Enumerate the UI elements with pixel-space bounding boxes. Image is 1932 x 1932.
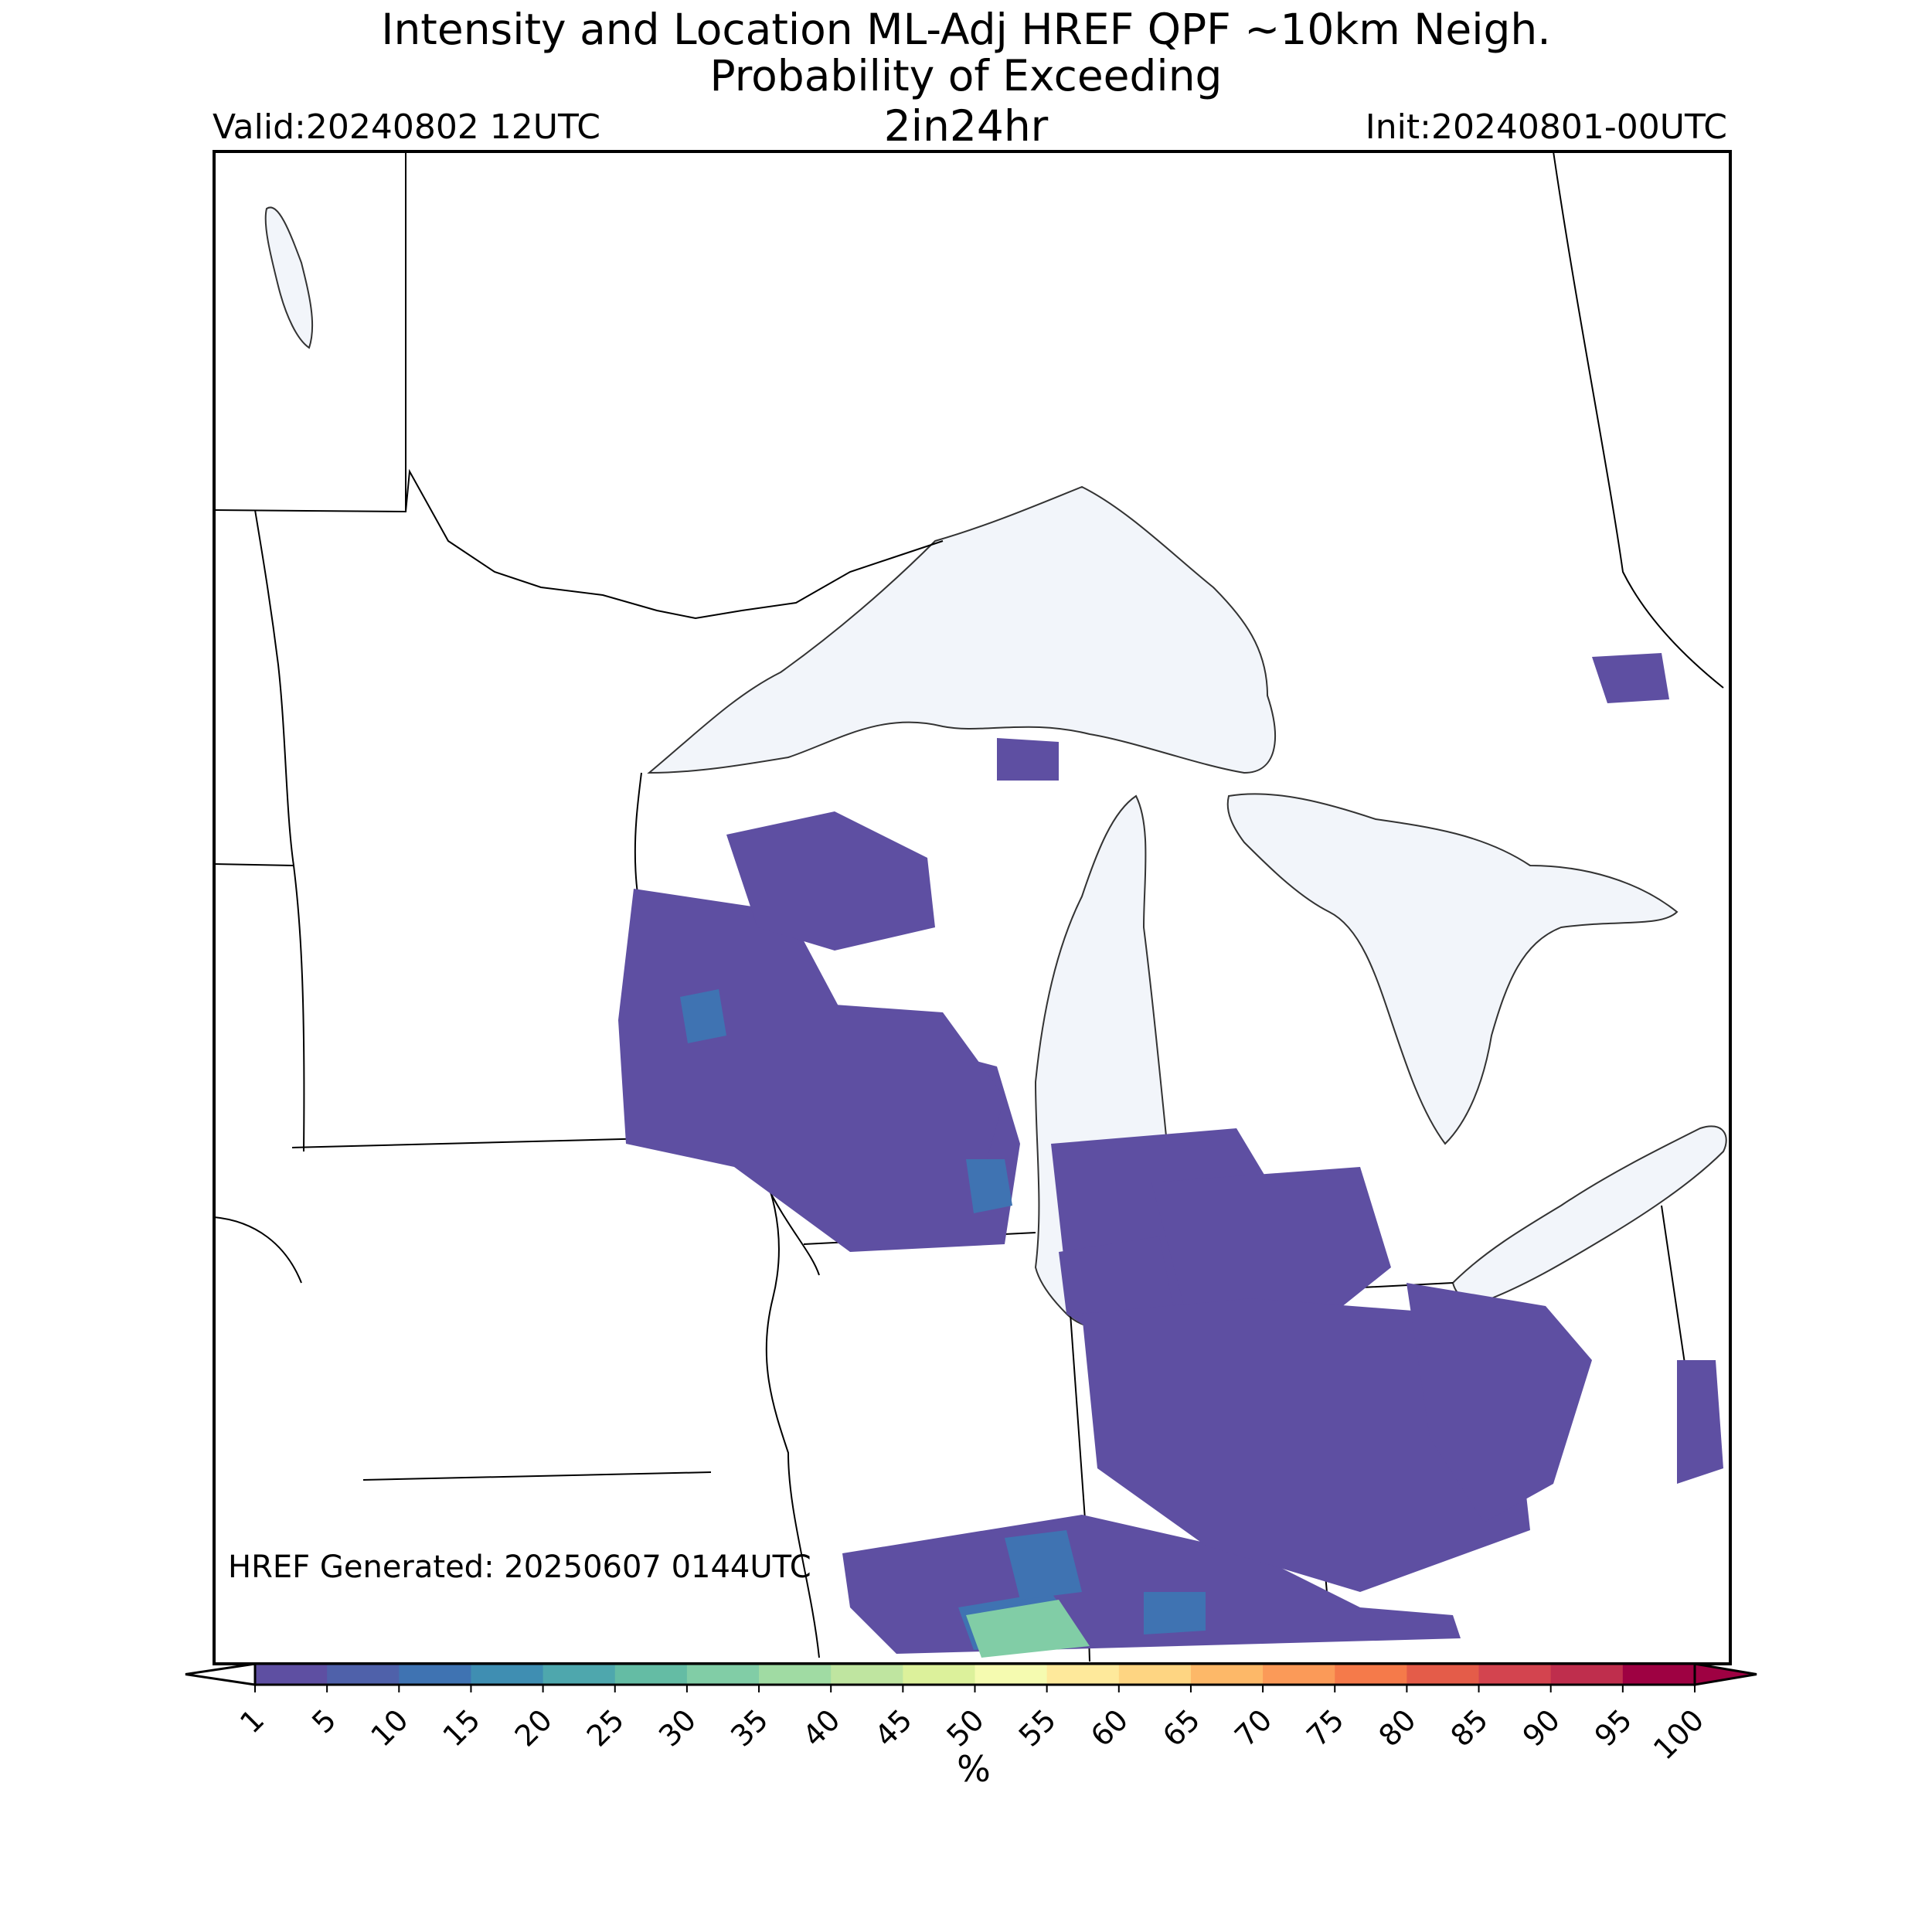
colorbar-tick-label-1: 1 xyxy=(233,1702,270,1740)
probability-fill xyxy=(618,653,1723,1658)
colorbar-swatch-5 xyxy=(614,1664,688,1685)
nd-sd-border xyxy=(213,863,294,866)
prob-region-on_east_blob xyxy=(1592,653,1669,703)
colorbar-tick-label-85: 85 xyxy=(1444,1702,1495,1753)
prob-hotspot-wi_east_center xyxy=(966,1159,1012,1213)
prob-max-il-south xyxy=(966,1600,1090,1658)
colorbar-swatch-17 xyxy=(1478,1664,1552,1685)
sd-ne-border xyxy=(213,1216,302,1284)
colorbar-swatch-13 xyxy=(1190,1664,1264,1685)
colorbar-tick-label-70: 70 xyxy=(1228,1702,1278,1753)
lake-winnipeg-part xyxy=(264,206,314,349)
colorbar-swatch-18 xyxy=(1550,1664,1624,1685)
colorbar-tick-label-25: 25 xyxy=(580,1702,631,1753)
colorbar-swatch-3 xyxy=(471,1664,544,1685)
colorbar-over-arrow xyxy=(1693,1662,1757,1686)
colorbar-swatch-1 xyxy=(327,1664,400,1685)
colorbar-tick-label-55: 55 xyxy=(1012,1702,1063,1753)
ontario-quebec-border xyxy=(1553,151,1724,689)
valid-time: Valid:20240802 12UTC xyxy=(213,107,601,147)
colorbar-swatch-16 xyxy=(1406,1664,1480,1685)
colorbar-tick-label-65: 65 xyxy=(1156,1702,1206,1753)
colorbar-tick-label-5: 5 xyxy=(305,1702,342,1740)
colorbar-tick-label-50: 50 xyxy=(940,1702,991,1753)
prob-region-ny_west xyxy=(1677,1360,1723,1484)
colorbar-swatch-11 xyxy=(1046,1664,1120,1685)
ia-mo-border xyxy=(362,1471,712,1481)
prob-hotspot-wi_west_center xyxy=(680,989,726,1043)
title-threshold: 2in24hr xyxy=(883,101,1049,151)
colorbar-swatch-2 xyxy=(399,1664,471,1685)
colorbar-tick-label-60: 60 xyxy=(1084,1702,1134,1753)
prob-hotspot-il_south_core2 xyxy=(1005,1530,1082,1600)
init-time: Init:20240801-00UTC xyxy=(1365,107,1727,147)
colorbar-swatch-4 xyxy=(543,1664,616,1685)
prob-region-mi_south xyxy=(1151,1167,1391,1329)
prob-region-wi_small xyxy=(997,738,1059,781)
colorbar-swatch-7 xyxy=(759,1664,832,1685)
title-line-2: Probability of Exceeding xyxy=(709,51,1223,100)
generated-stamp: HREF Generated: 20250607 0144UTC xyxy=(228,1549,811,1585)
colorbar-tick-label-80: 80 xyxy=(1372,1702,1422,1753)
colorbar-tick-label-100: 100 xyxy=(1647,1702,1710,1766)
colorbar-tick-label-40: 40 xyxy=(796,1702,846,1753)
prob-region-in_oh xyxy=(1082,1298,1530,1592)
colorbar-swatch-19 xyxy=(1622,1664,1696,1685)
colorbar-tick-label-20: 20 xyxy=(509,1702,559,1753)
us-canada-border xyxy=(213,468,944,620)
colorbar-swatch-6 xyxy=(686,1664,760,1685)
colorbar-tick-label-95: 95 xyxy=(1588,1702,1638,1753)
title-line-1: Intensity and Location ML-Adj HREF QPF ~… xyxy=(381,5,1551,54)
mn-west-border xyxy=(254,509,305,1152)
colorbar-tick-label-35: 35 xyxy=(724,1702,774,1753)
lake-superior xyxy=(647,485,1276,774)
colorbar-swatch-14 xyxy=(1263,1664,1335,1685)
prob-region-wi_north xyxy=(726,811,935,951)
colorbar-tick-label-10: 10 xyxy=(364,1702,414,1753)
colorbar-label: % xyxy=(957,1748,991,1790)
ia-il-river xyxy=(741,1135,820,1658)
prob-region-oh_east xyxy=(1406,1283,1592,1522)
colorbar-under-arrow xyxy=(185,1662,257,1686)
colorbar-swatch-8 xyxy=(831,1664,903,1685)
colorbar-tick-label-30: 30 xyxy=(652,1702,702,1753)
colorbar-swatch-9 xyxy=(903,1664,975,1685)
colorbar-swatch-15 xyxy=(1335,1664,1407,1685)
colorbar-tick-label-75: 75 xyxy=(1300,1702,1350,1753)
lake-erie xyxy=(1451,1125,1727,1302)
colorbar-swatch-10 xyxy=(975,1664,1048,1685)
colorbar-swatch-12 xyxy=(1118,1664,1192,1685)
prob-hotspot-in_core xyxy=(1144,1592,1206,1634)
colorbar-swatch-0 xyxy=(255,1664,328,1685)
colorbar-tick-label-15: 15 xyxy=(437,1702,487,1753)
lake-huron xyxy=(1226,793,1679,1145)
prob-region-wi_east_core xyxy=(835,1005,1005,1206)
colorbar-tick-label-90: 90 xyxy=(1516,1702,1566,1753)
colorbar-tick-label-45: 45 xyxy=(868,1702,918,1753)
